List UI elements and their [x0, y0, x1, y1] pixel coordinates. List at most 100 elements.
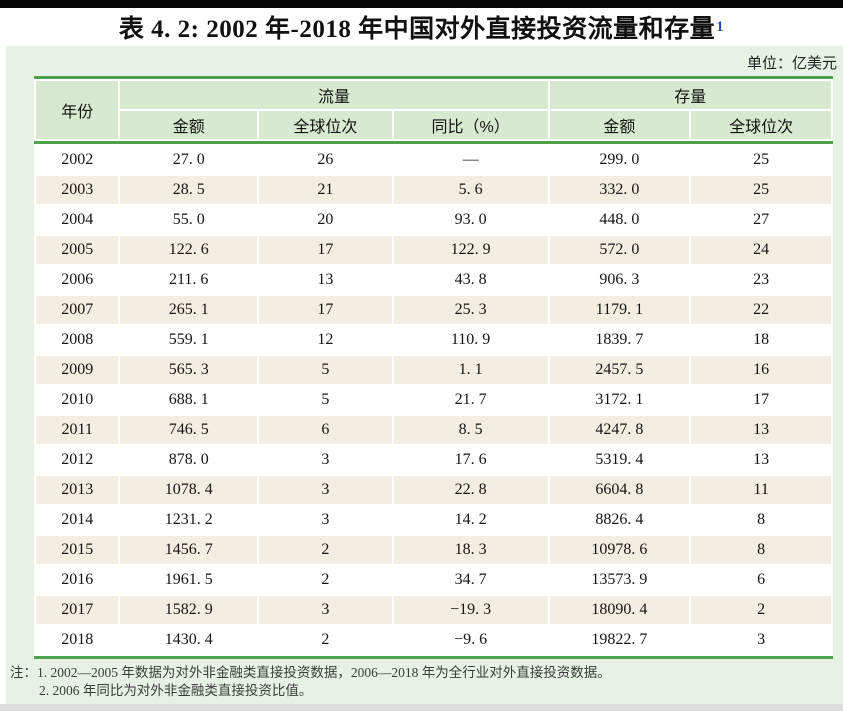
- table-cell: 25. 3: [393, 296, 548, 324]
- table-cell: 11: [691, 476, 831, 504]
- table-cell: 21. 7: [393, 386, 548, 414]
- table-cell: 2008: [36, 326, 119, 354]
- table-cell: 2011: [36, 416, 119, 444]
- table-cell: 211. 6: [120, 266, 257, 294]
- table-cell: 5. 6: [393, 176, 548, 204]
- table-cell: 1078. 4: [120, 476, 257, 504]
- table-cell: 21: [259, 176, 392, 204]
- table-cell: 3172. 1: [549, 386, 690, 414]
- table-cell: 25: [691, 146, 831, 174]
- table-panel: 单位：亿美元 年份 流量 存量 金额 全球位次 同比（%） 金额 全球位次: [6, 46, 843, 704]
- table-row: 2007 265. 1 17 25. 3 1179. 1 22: [36, 296, 831, 324]
- table-cell: 2015: [36, 536, 119, 564]
- table-cell: 2003: [36, 176, 119, 204]
- table-cell: 1231. 2: [120, 506, 257, 534]
- table-cell: 13: [259, 266, 392, 294]
- table-cell: 43. 8: [393, 266, 548, 294]
- table-cell: 1582. 9: [120, 596, 257, 624]
- table-cell: 2010: [36, 386, 119, 414]
- table-cell: 565. 3: [120, 356, 257, 384]
- col-header-flow-rank: 全球位次: [259, 111, 392, 139]
- table-row: 2003 28. 5 21 5. 6 332. 0 25: [36, 176, 831, 204]
- table-cell: 1961. 5: [120, 566, 257, 594]
- table-cell: 28. 5: [120, 176, 257, 204]
- table-cell: 332. 0: [549, 176, 690, 204]
- table-cell: 2: [259, 626, 392, 654]
- notes-label: 注：: [10, 665, 37, 680]
- table-cell: 299. 0: [549, 146, 690, 174]
- table-cell: 2: [259, 566, 392, 594]
- col-header-flow-amount: 金额: [120, 111, 257, 139]
- table-row: 2002 27. 0 26—299. 0 25: [36, 146, 831, 174]
- data-table: 年份 流量 存量 金额 全球位次 同比（%） 金额 全球位次 2002 27. 0…: [34, 76, 833, 659]
- table-cell: 24: [691, 236, 831, 264]
- table-cell: 55. 0: [120, 206, 257, 234]
- note-1-text: 1. 2002—2005 年数据为对外非金融类直接投资数据，2006—2018 …: [37, 665, 611, 680]
- col-header-flow-yoy: 同比（%）: [393, 111, 548, 139]
- table-body-rows: 2002 27. 0 26—299. 0 25 2003 28. 5 21 5. 6 332. …: [36, 146, 831, 654]
- table-row: 2005 122. 6 17 122. 9 572. 0 24: [36, 236, 831, 264]
- table-cell: 448. 0: [549, 206, 690, 234]
- table-cell: 265. 1: [120, 296, 257, 324]
- table-cell: 1839. 7: [549, 326, 690, 354]
- table-cell: 6: [259, 416, 392, 444]
- note-line-2: 2. 2006 年同比为对外非金融类直接投资比值。: [10, 682, 839, 700]
- table-cell: 8. 5: [393, 416, 548, 444]
- table-cell: 13: [691, 446, 831, 474]
- table-cell: 5: [259, 386, 392, 414]
- table-cell: 93. 0: [393, 206, 548, 234]
- table-cell: 25: [691, 176, 831, 204]
- table-cell: 18: [691, 326, 831, 354]
- col-group-stock: 存量: [549, 81, 831, 109]
- table-cell: 2457. 5: [549, 356, 690, 384]
- table-cell: 5: [259, 356, 392, 384]
- table-cell: 3: [259, 596, 392, 624]
- table-row: 2013 1078. 4 3 22. 8 6604. 8 11: [36, 476, 831, 504]
- table-cell: 2012: [36, 446, 119, 474]
- table-cell: 17: [259, 296, 392, 324]
- table-cell: 4247. 8: [549, 416, 690, 444]
- table-cell: 14. 2: [393, 506, 548, 534]
- footnote-ref-link[interactable]: 1: [716, 18, 725, 35]
- table-cell: 1179. 1: [549, 296, 690, 324]
- table-notes: 注：1. 2002—2005 年数据为对外非金融类直接投资数据，2006—201…: [6, 664, 839, 700]
- table-cell: 13573. 9: [549, 566, 690, 594]
- unit-label: 单位：亿美元: [746, 55, 837, 72]
- table-title-text: 表 4. 2: 2002 年-2018 年中国对外直接投资流量和存量: [118, 16, 716, 43]
- page-title: 表 4. 2: 2002 年-2018 年中国对外直接投资流量和存量 1: [0, 8, 843, 46]
- table-cell: 878. 0: [120, 446, 257, 474]
- table-cell: 2017: [36, 596, 119, 624]
- table-cell: 18. 3: [393, 536, 548, 564]
- table-row: 2004 55. 0 20 93. 0 448. 0 27: [36, 206, 831, 234]
- table-cell: 1430. 4: [120, 626, 257, 654]
- table-cell: 8: [691, 506, 831, 534]
- table-row: 2006 211. 6 13 43. 8 906. 3 23: [36, 266, 831, 294]
- table-cell: 34. 7: [393, 566, 548, 594]
- table-cell: 2006: [36, 266, 119, 294]
- col-header-stock-amount: 金额: [549, 111, 690, 139]
- table-cell: 2005: [36, 236, 119, 264]
- table-cell: 110. 9: [393, 326, 548, 354]
- table-cell: 8826. 4: [549, 506, 690, 534]
- table-cell: 22: [691, 296, 831, 324]
- table-cell: 3: [691, 626, 831, 654]
- table-cell: 572. 0: [549, 236, 690, 264]
- table-cell: 122. 9: [393, 236, 548, 264]
- table-cell: 13: [691, 416, 831, 444]
- table-cell: 2018: [36, 626, 119, 654]
- table-cell: 2014: [36, 506, 119, 534]
- table-row: 2011 746. 5 6 8. 5 4247. 8 13: [36, 416, 831, 444]
- table-cell: 17. 6: [393, 446, 548, 474]
- table-cell: 27. 0: [120, 146, 257, 174]
- table-cell: 2: [259, 536, 392, 564]
- table-cell: 20: [259, 206, 392, 234]
- table-cell: −19. 3: [393, 596, 548, 624]
- table-cell: 5319. 4: [549, 446, 690, 474]
- table-cell: 16: [691, 356, 831, 384]
- table-cell: 22. 8: [393, 476, 548, 504]
- page-top-rule: [0, 0, 843, 8]
